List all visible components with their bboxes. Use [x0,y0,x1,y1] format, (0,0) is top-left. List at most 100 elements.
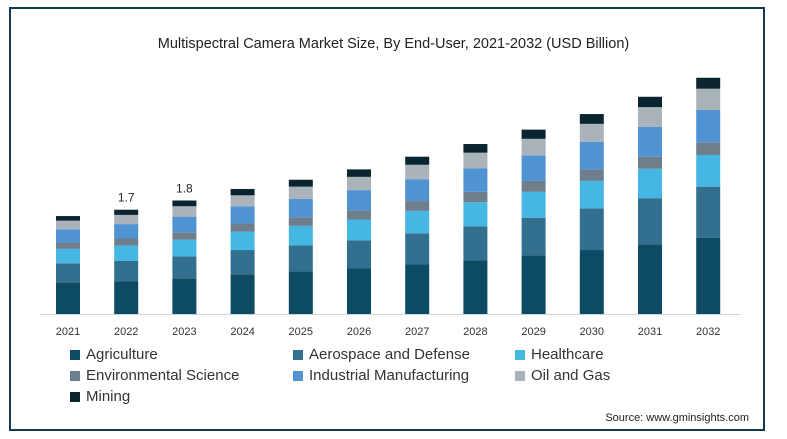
bar-segment [288,186,313,199]
bar-segment [347,268,371,314]
bar-segment [521,138,546,156]
bar-segment [56,248,80,264]
bar-segment [405,210,430,234]
bar-segment [56,220,80,230]
bar-segment [114,238,139,246]
legend-swatch [515,370,525,381]
bar-segment [114,214,139,225]
source-note: Source: www.gminsights.com [605,412,749,424]
x-tick-label: 2024 [230,326,254,338]
bar-segment [405,164,430,180]
legend-item: Mining [70,387,293,406]
bar-segment [288,271,313,314]
legend-swatch [293,370,303,381]
legend-label: Aerospace and Defense [309,346,470,363]
bar-segment [288,245,313,272]
bar-segment [696,237,721,314]
bar-segment [405,264,430,314]
chart-legend: Agriculture Aerospace and Defense Healthca… [70,345,690,406]
chart-title: Multispectral Camera Market Size, By End… [157,36,630,52]
bar-segment [638,168,662,199]
x-tick-label: 2023 [172,326,196,338]
bar-segment [638,96,662,108]
legend-item: Healthcare [515,345,685,364]
bar-segment [463,226,488,261]
bar-segment [463,144,488,153]
bar-segment [696,77,721,89]
x-tick-label: 2027 [405,326,429,338]
bar-segment [56,282,80,314]
legend-swatch [515,349,525,360]
legend-item: Oil and Gas [515,366,685,385]
bar-segment [172,256,197,279]
bar-segment [230,274,255,314]
x-tick-label: 2026 [347,326,371,338]
bar-segment [579,141,604,170]
x-tick-label: 2022 [114,326,138,338]
bar-segment [230,188,255,196]
bar-segment [579,169,604,181]
bar-segment [463,152,488,169]
x-tick-label: 2025 [289,326,313,338]
legend-label: Healthcare [531,346,604,363]
bar-segment [347,176,371,191]
bar-segment [696,110,721,143]
bar-segment [463,260,488,314]
x-tick-label: 2032 [696,326,720,338]
data-label: 1.7 [118,191,135,205]
bar-segment [696,142,721,155]
x-tick-label: 2028 [463,326,487,338]
bar-segment [579,114,604,124]
bar-segment [463,191,488,203]
bar-segment [579,180,604,209]
bar-segment [347,219,371,241]
bar-segment [521,191,546,218]
bar-segment [521,255,546,314]
bar-segment [56,229,80,243]
bar-segment [405,156,430,165]
bar-segment [172,278,197,314]
data-label: 1.8 [176,181,193,195]
bar-segment [521,217,546,256]
bar-segment [638,107,662,127]
x-tick-label: 2029 [521,326,545,338]
bar-segment [521,129,546,139]
bar-segment [405,179,430,202]
bar-segment [230,206,255,224]
x-tick-label: 2021 [56,326,80,338]
bar-segment [463,202,488,227]
bar-segment [230,195,255,207]
legend-label: Agriculture [86,346,158,363]
bar-segment [638,156,662,169]
bar-segment [288,225,313,246]
bar-segment [405,233,430,265]
bar-segment [288,179,313,187]
legend-item: Agriculture [70,345,293,364]
bar-segment [463,168,488,192]
x-tick-label: 2030 [580,326,604,338]
x-tick-label: 2031 [638,326,662,338]
bar-segment [521,155,546,181]
bar-segment [56,216,80,221]
legend-item: Industrial Manufacturing [293,366,515,385]
bar-segment [56,242,80,249]
legend-label: Mining [86,388,131,405]
bar-segment [579,208,604,251]
bar-segment [579,250,604,314]
legend-label: Environmental Science [86,367,240,384]
bar-segment [230,223,255,232]
bar-segment [521,180,546,192]
bar-segment [288,217,313,226]
bar-segment [56,263,80,283]
bar-segment [172,239,197,257]
bar-segment [638,244,662,314]
bar-segment [579,123,604,142]
bar-segment [172,232,197,240]
bar-segment [230,231,255,251]
bar-segment [347,169,371,177]
legend-item: Aerospace and Defense [293,345,515,364]
bar-segment [696,154,721,187]
legend-swatch [70,391,80,402]
bar-segment [347,210,371,220]
